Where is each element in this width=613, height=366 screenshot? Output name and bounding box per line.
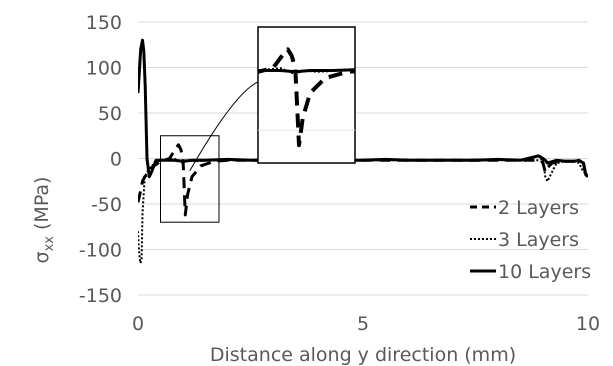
- inset-zoom: [257, 26, 356, 164]
- legend-label: 3 Layers: [498, 229, 579, 251]
- inset-region: [160, 81, 259, 223]
- series-line: [138, 157, 588, 265]
- legend-label: 2 Layers: [498, 197, 579, 219]
- y-axis-label-unit: (MPa): [31, 177, 53, 237]
- y-axis-label-symbol: σ: [31, 251, 53, 263]
- y-axis-label-subscript: xx: [42, 236, 57, 252]
- x-axis-label: Distance along y direction (mm): [210, 344, 516, 366]
- series-line: [138, 38, 588, 179]
- y-tick-label: 0: [110, 149, 122, 171]
- x-tick-label: 5: [357, 313, 369, 335]
- inset-marker-box: [160, 135, 220, 223]
- inset-connector: [189, 81, 259, 172]
- y-tick-label: 100: [86, 58, 122, 80]
- y-axis-label: σxx (MPa): [31, 177, 57, 264]
- x-tick-label: 0: [132, 313, 144, 335]
- inset-frame: [257, 26, 356, 164]
- y-tick-label: -50: [91, 194, 122, 216]
- legend-label: 10 Layers: [498, 261, 591, 283]
- gridlines: [138, 21, 588, 296]
- x-tick-labels: 0 5 10: [132, 313, 600, 335]
- y-tick-label: -150: [79, 285, 122, 307]
- y-tick-label: 150: [86, 12, 122, 34]
- y-tick-label: -100: [79, 240, 122, 262]
- y-tick-labels: -150 -100 -50 0 50 100 150: [79, 12, 122, 307]
- legend: 2 Layers 3 Layers 10 Layers: [470, 197, 591, 283]
- x-tick-label: 10: [576, 313, 600, 335]
- y-tick-label: 50: [98, 103, 122, 125]
